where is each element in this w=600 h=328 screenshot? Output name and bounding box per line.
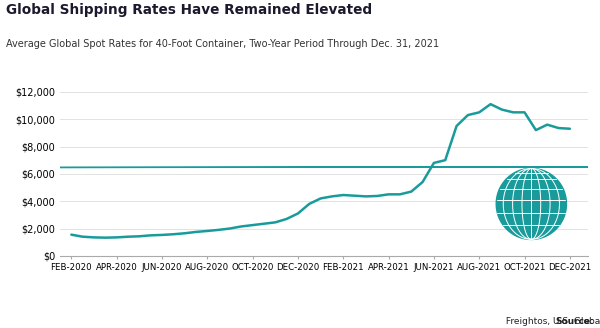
Polygon shape xyxy=(0,156,600,175)
Text: Freightos, U.S. Global Investors: Freightos, U.S. Global Investors xyxy=(503,318,600,326)
Polygon shape xyxy=(496,168,566,239)
Text: Average Global Spot Rates for 40-Foot Container, Two-Year Period Through Dec. 31: Average Global Spot Rates for 40-Foot Co… xyxy=(6,39,439,49)
Text: Source:: Source: xyxy=(555,318,594,326)
Text: Global Shipping Rates Have Remained Elevated: Global Shipping Rates Have Remained Elev… xyxy=(6,3,372,17)
